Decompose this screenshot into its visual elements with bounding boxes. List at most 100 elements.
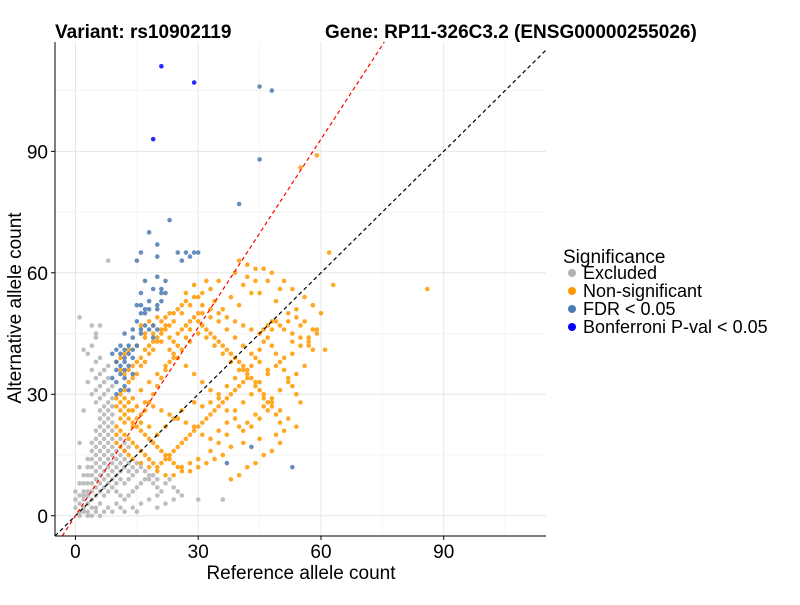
point-fdr-0-05 [142, 306, 148, 312]
point-non-significant [146, 464, 152, 470]
point-non-significant [183, 420, 189, 425]
point-non-significant [277, 286, 283, 292]
point-fdr-0-05 [122, 347, 127, 353]
point-excluded [126, 493, 131, 498]
point-non-significant [285, 319, 291, 324]
point-non-significant [285, 310, 291, 316]
point-non-significant [306, 335, 311, 340]
point-excluded [105, 448, 111, 454]
point-excluded [93, 375, 99, 381]
point-excluded [85, 513, 91, 519]
point-excluded [109, 404, 115, 409]
point-non-significant [253, 383, 258, 389]
point-non-significant [236, 424, 242, 429]
point-fdr-0-05 [146, 298, 152, 304]
point-fdr-0-05 [118, 387, 123, 393]
point-fdr-0-05 [163, 278, 168, 284]
point-non-significant [142, 331, 148, 336]
point-non-significant [150, 331, 156, 336]
point-excluded [142, 477, 148, 482]
point-non-significant [138, 412, 144, 417]
point-non-significant [179, 327, 185, 332]
point-non-significant [220, 400, 226, 405]
point-non-significant [171, 460, 176, 466]
point-fdr-0-05 [195, 250, 201, 255]
point-excluded [97, 501, 103, 506]
point-excluded [101, 460, 107, 466]
point-excluded [93, 477, 99, 482]
point-excluded [93, 444, 99, 450]
point-non-significant [285, 375, 291, 381]
point-non-significant [191, 315, 197, 320]
point-non-significant [208, 412, 213, 417]
point-non-significant [290, 351, 295, 357]
point-non-significant [245, 371, 250, 377]
point-excluded [138, 464, 144, 470]
point-non-significant [208, 448, 213, 454]
point-excluded [150, 472, 156, 478]
point-excluded [89, 464, 95, 470]
point-non-significant [232, 375, 238, 381]
point-excluded [93, 505, 99, 510]
point-non-significant [240, 367, 246, 373]
point-non-significant [163, 456, 168, 462]
point-non-significant [114, 404, 119, 409]
point-fdr-0-05 [134, 319, 140, 324]
point-excluded [109, 452, 115, 458]
point-non-significant [240, 440, 246, 446]
point-non-significant [122, 412, 127, 417]
point-non-significant [314, 153, 320, 158]
point-non-significant [261, 404, 266, 409]
point-non-significant [236, 258, 242, 263]
point-non-significant [150, 440, 156, 446]
point-non-significant [240, 363, 246, 369]
point-non-significant [224, 383, 230, 389]
point-excluded [142, 468, 148, 474]
point-excluded [118, 436, 123, 442]
reference-lines [54, 41, 547, 537]
point-excluded [97, 432, 103, 438]
point-non-significant [204, 327, 209, 332]
point-non-significant [330, 282, 336, 288]
point-non-significant [163, 315, 168, 320]
point-non-significant [261, 396, 266, 401]
point-non-significant [236, 472, 242, 478]
point-non-significant [118, 391, 123, 397]
point-excluded [105, 387, 111, 393]
point-non-significant [146, 343, 152, 348]
point-excluded [114, 481, 119, 486]
point-non-significant [208, 436, 213, 442]
point-non-significant [232, 416, 238, 421]
point-non-significant [265, 278, 271, 284]
point-excluded [85, 489, 91, 494]
point-non-significant [179, 310, 185, 316]
point-excluded [126, 477, 131, 482]
point-non-significant [175, 343, 181, 348]
point-excluded [101, 477, 107, 482]
point-non-significant [249, 375, 254, 381]
point-excluded [130, 505, 136, 510]
point-non-significant [294, 424, 299, 429]
point-non-significant [208, 315, 213, 320]
point-non-significant [290, 339, 295, 344]
point-non-significant [281, 428, 287, 434]
point-excluded [93, 509, 99, 515]
point-fdr-0-05 [134, 302, 140, 308]
point-excluded [97, 408, 103, 413]
point-fdr-0-05 [122, 331, 127, 336]
point-non-significant [130, 363, 136, 369]
point-excluded [105, 258, 111, 263]
point-non-significant [265, 371, 271, 377]
point-fdr-0-05 [118, 363, 123, 369]
point-non-significant [195, 464, 201, 470]
point-non-significant [294, 306, 299, 312]
point-non-significant [167, 412, 172, 417]
point-non-significant [183, 363, 189, 369]
point-excluded [101, 444, 107, 450]
point-non-significant [277, 408, 283, 413]
point-excluded [89, 440, 95, 446]
point-non-significant [220, 452, 226, 458]
point-non-significant [138, 363, 144, 369]
point-non-significant [281, 327, 287, 332]
point-non-significant [195, 456, 201, 462]
